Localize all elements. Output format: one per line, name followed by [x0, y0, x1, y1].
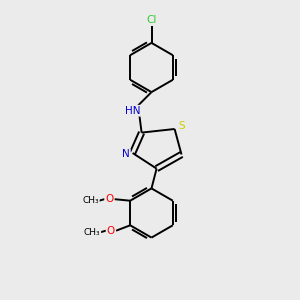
Text: S: S — [178, 121, 184, 131]
Text: O: O — [106, 226, 115, 236]
Text: HN: HN — [125, 106, 141, 116]
Text: CH₃: CH₃ — [84, 228, 100, 237]
Text: CH₃: CH₃ — [82, 196, 99, 205]
Text: N: N — [122, 149, 130, 160]
Text: Cl: Cl — [146, 15, 157, 25]
Text: O: O — [105, 194, 113, 204]
